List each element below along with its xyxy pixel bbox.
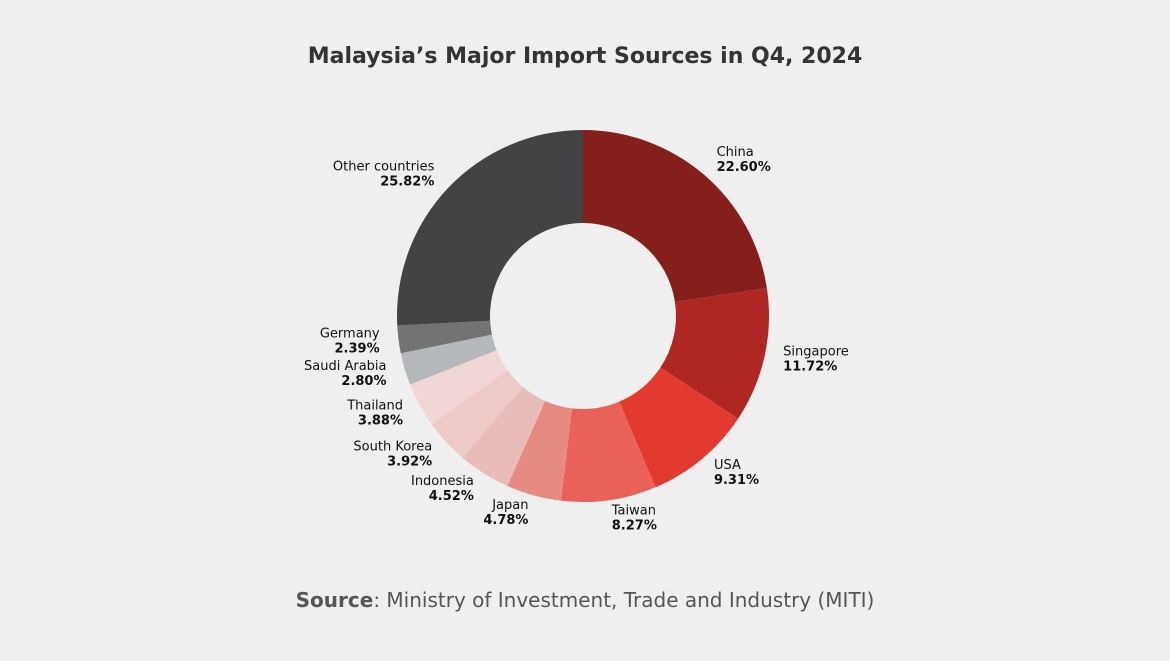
slice-value-label: 2.80% <box>341 374 386 389</box>
slice-value-label: 2.39% <box>335 341 380 356</box>
donut-slice <box>410 350 508 425</box>
slice-label: Thailand <box>346 399 403 414</box>
slice-label: USA <box>714 458 741 473</box>
slice-label: Saudi Arabia <box>304 359 387 374</box>
slice-value-label: 9.31% <box>714 473 759 488</box>
donut-slice <box>583 130 767 303</box>
donut-slice <box>431 370 523 458</box>
donut-slice <box>397 130 583 326</box>
slice-label: Indonesia <box>411 474 474 489</box>
donut-slice <box>462 386 546 486</box>
source-note: Source: Ministry of Investment, Trade an… <box>296 588 875 612</box>
slice-value-label: 11.72% <box>783 360 837 375</box>
chart-title: Malaysia’s Major Import Sources in Q4, 2… <box>308 44 863 69</box>
source-text: : Ministry of Investment, Trade and Indu… <box>373 588 874 612</box>
slice-label: Other countries <box>333 159 435 174</box>
slice-label: Germany <box>320 326 380 341</box>
donut-slice <box>397 320 492 354</box>
slice-value-label: 8.27% <box>612 518 657 533</box>
donut-slice <box>560 401 656 503</box>
slice-label: Taiwan <box>611 503 656 518</box>
slice-label: South Korea <box>353 439 432 454</box>
slice-value-label: 25.82% <box>380 174 434 189</box>
source-label: Source <box>296 588 374 612</box>
slice-label: China <box>717 145 754 160</box>
slice-value-label: 4.78% <box>483 513 528 528</box>
slice-label: Singapore <box>783 345 849 360</box>
donut-slice <box>619 367 739 488</box>
slice-label: Japan <box>491 498 528 513</box>
slice-value-label: 4.52% <box>429 489 474 504</box>
slice-value-label: 3.92% <box>387 454 432 469</box>
slice-value-label: 3.88% <box>358 414 403 429</box>
donut-slice <box>400 334 497 385</box>
donut-slice <box>507 400 572 501</box>
donut-slice <box>660 288 769 419</box>
slice-value-label: 22.60% <box>717 160 771 175</box>
